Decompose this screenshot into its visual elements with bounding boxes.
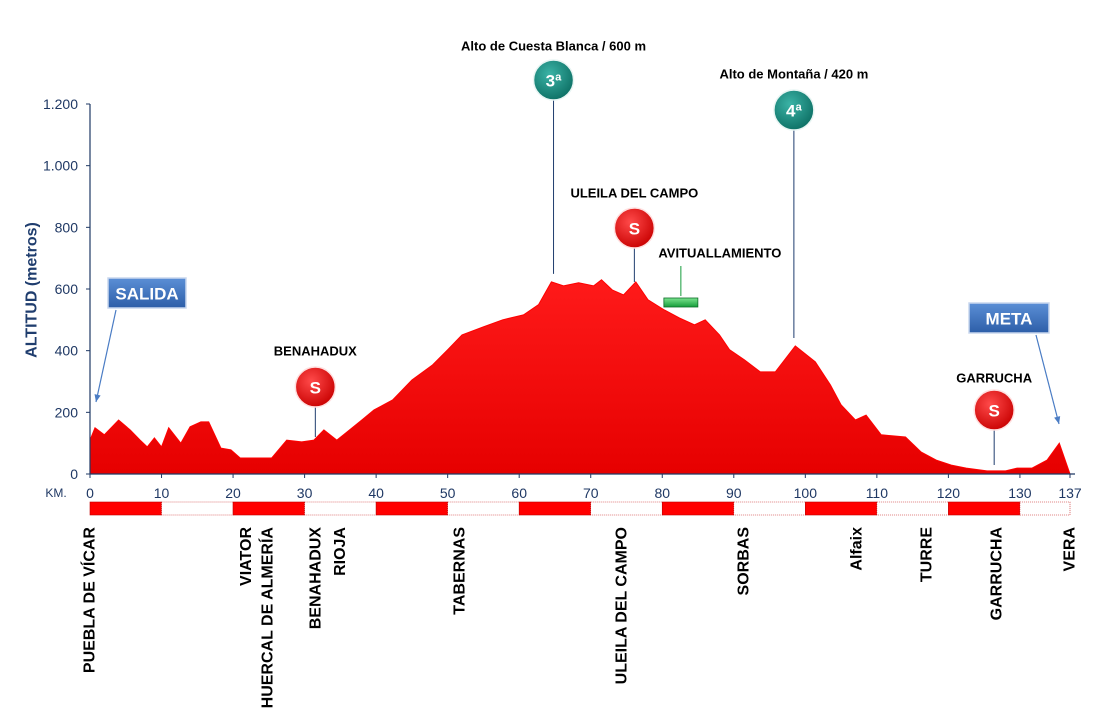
climb-label: Alto de Cuesta Blanca / 600 m — [461, 39, 646, 54]
finish-label: META — [986, 310, 1033, 329]
km-band-segment — [948, 501, 1021, 516]
sprint-badge — [294, 366, 337, 408]
y-tick-label: 0 — [70, 466, 78, 482]
x-tick-label: 10 — [154, 485, 170, 501]
km-band-segment — [447, 501, 520, 516]
town-label: ULEILA DEL CAMPO — [614, 527, 631, 684]
km-band-segment — [375, 501, 448, 516]
start-box — [107, 277, 187, 309]
x-tick-label: 137 — [1058, 485, 1082, 501]
sprint-symbol: S — [310, 379, 321, 398]
town-label: VIATOR — [238, 527, 255, 586]
town-label: BENAHADUX — [308, 527, 325, 630]
km-band-segment — [89, 501, 162, 516]
x-tick-label: 70 — [583, 485, 599, 501]
sprint-symbol: S — [629, 220, 640, 239]
x-axis-label: KM. — [45, 486, 66, 500]
finish-arrowhead — [1054, 416, 1061, 424]
km-band-segment — [518, 501, 592, 516]
x-tick-label: 50 — [440, 485, 456, 501]
climb-category: 3ª — [546, 72, 562, 91]
y-tick-label: 800 — [55, 219, 79, 235]
x-tick-label: 130 — [1008, 485, 1032, 501]
km-band-segment — [733, 501, 806, 516]
x-tick-label: 40 — [368, 485, 384, 501]
finish-box — [968, 302, 1050, 334]
sprint-label: GARRUCHA — [956, 371, 1032, 386]
start-arrow — [95, 309, 117, 403]
finish-arrow — [1035, 334, 1060, 425]
x-tick-label: 60 — [511, 485, 527, 501]
elevation-profile — [89, 279, 1071, 475]
km-band-segment — [876, 501, 949, 516]
climb-badge — [532, 59, 575, 101]
town-label: Alfaix — [848, 527, 865, 571]
sprint-label: ULEILA DEL CAMPO — [570, 186, 698, 201]
sprint-badge — [973, 389, 1015, 431]
town-label: PUEBLA DE VÍCAR — [80, 527, 99, 674]
y-tick-label: 200 — [55, 404, 79, 420]
km-band-segment — [805, 501, 878, 516]
x-tick-label: 20 — [225, 485, 241, 501]
sprint-label: BENAHADUX — [274, 344, 357, 359]
km-band-segment — [661, 501, 735, 516]
start-arrowhead — [94, 394, 101, 402]
km-band-segment — [161, 501, 234, 516]
town-label: SORBAS — [735, 527, 752, 596]
km-band-segment — [232, 501, 305, 516]
start-label: SALIDA — [115, 285, 178, 304]
x-tick-label: 120 — [937, 485, 961, 501]
climb-label: Alto de Montaña / 420 m — [719, 67, 868, 82]
km-band-segment — [304, 501, 377, 516]
y-tick-label: 400 — [55, 343, 79, 359]
climb-badge — [773, 89, 815, 131]
town-label: TABERNAS — [451, 527, 468, 615]
town-label: VERA — [1062, 527, 1079, 572]
sprint-badge — [613, 207, 656, 249]
town-label: TURRE — [918, 527, 935, 582]
climb-category: 4ª — [786, 102, 802, 121]
x-tick-label: 30 — [297, 485, 313, 501]
x-tick-label: 90 — [726, 485, 742, 501]
y-tick-label: 600 — [55, 281, 79, 297]
y-axis-label: ALTITUD (metros) — [24, 222, 41, 358]
feed-zone-marker — [663, 297, 699, 308]
x-tick-label: 110 — [866, 485, 889, 501]
y-tick-label: 1.200 — [43, 96, 78, 112]
x-tick-label: 100 — [794, 485, 818, 501]
x-tick-label: 0 — [86, 485, 94, 501]
x-tick-label: 80 — [654, 485, 670, 501]
town-label: HUERCAL DE ALMERÍA — [258, 527, 277, 709]
sprint-symbol: S — [989, 402, 1000, 421]
town-label: GARRUCHA — [989, 527, 1006, 621]
y-tick-label: 1.000 — [43, 158, 78, 174]
km-band-segment — [590, 501, 663, 516]
km-band-segment — [1019, 501, 1071, 516]
feed-zone-label: AVITUALLAMIENTO — [658, 246, 781, 261]
town-label: RIOJA — [332, 527, 349, 576]
